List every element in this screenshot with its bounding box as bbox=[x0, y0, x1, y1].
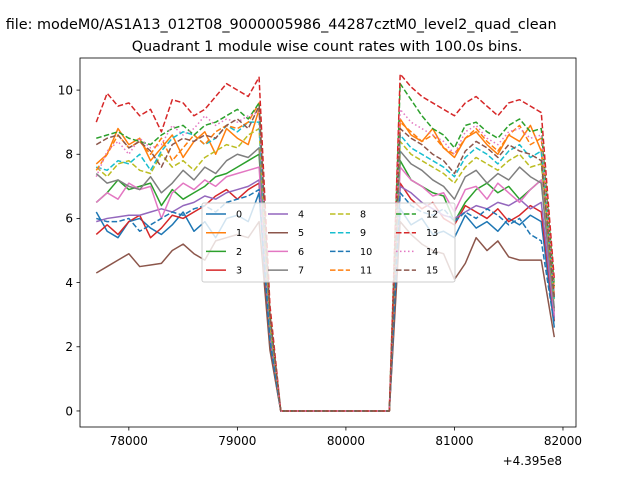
y-tick-label: 8 bbox=[65, 148, 73, 162]
legend-label-1: 1 bbox=[236, 228, 242, 239]
chart-title: Quadrant 1 module wise count rates with … bbox=[132, 39, 523, 55]
series-line-11 bbox=[95, 102, 556, 412]
legend-label-8: 8 bbox=[360, 210, 366, 221]
figure-suptitle: n file: modeM0/AS1A13_012T08_9000005986_… bbox=[0, 17, 557, 33]
legend-label-5: 5 bbox=[298, 228, 304, 239]
legend-label-3: 3 bbox=[236, 266, 242, 277]
legend-label-13: 13 bbox=[426, 228, 438, 239]
legend-label-0: 0 bbox=[236, 210, 242, 221]
legend-label-14: 14 bbox=[426, 247, 438, 258]
y-tick-label: 6 bbox=[65, 212, 73, 226]
x-tick-label: 78000 bbox=[110, 434, 148, 448]
legend-label-2: 2 bbox=[236, 247, 242, 258]
legend-label-10: 10 bbox=[360, 247, 372, 258]
legend-label-11: 11 bbox=[360, 266, 372, 277]
x-tick-label: 79000 bbox=[218, 434, 256, 448]
series-line-8 bbox=[95, 127, 556, 412]
legend-label-15: 15 bbox=[426, 266, 438, 277]
x-axis-offset-label: +4.395e8 bbox=[503, 454, 562, 468]
x-tick-label: 82000 bbox=[544, 434, 582, 448]
legend-label-12: 12 bbox=[426, 210, 438, 221]
legend-label-9: 9 bbox=[360, 228, 366, 239]
series-line-15 bbox=[95, 105, 556, 412]
legend-label-6: 6 bbox=[298, 247, 304, 258]
y-tick-label: 0 bbox=[65, 404, 73, 418]
axes-frame bbox=[79, 57, 577, 428]
y-tick-label: 4 bbox=[65, 276, 73, 290]
y-tick-label: 10 bbox=[58, 83, 73, 97]
legend-box bbox=[201, 202, 456, 283]
legend-label-4: 4 bbox=[298, 210, 304, 221]
x-tick-label: 80000 bbox=[327, 434, 365, 448]
series-line-13 bbox=[95, 73, 556, 412]
plot-lines bbox=[95, 73, 556, 412]
legend-label-7: 7 bbox=[298, 266, 304, 277]
y-tick-label: 2 bbox=[65, 340, 73, 354]
x-tick-label: 81000 bbox=[435, 434, 473, 448]
